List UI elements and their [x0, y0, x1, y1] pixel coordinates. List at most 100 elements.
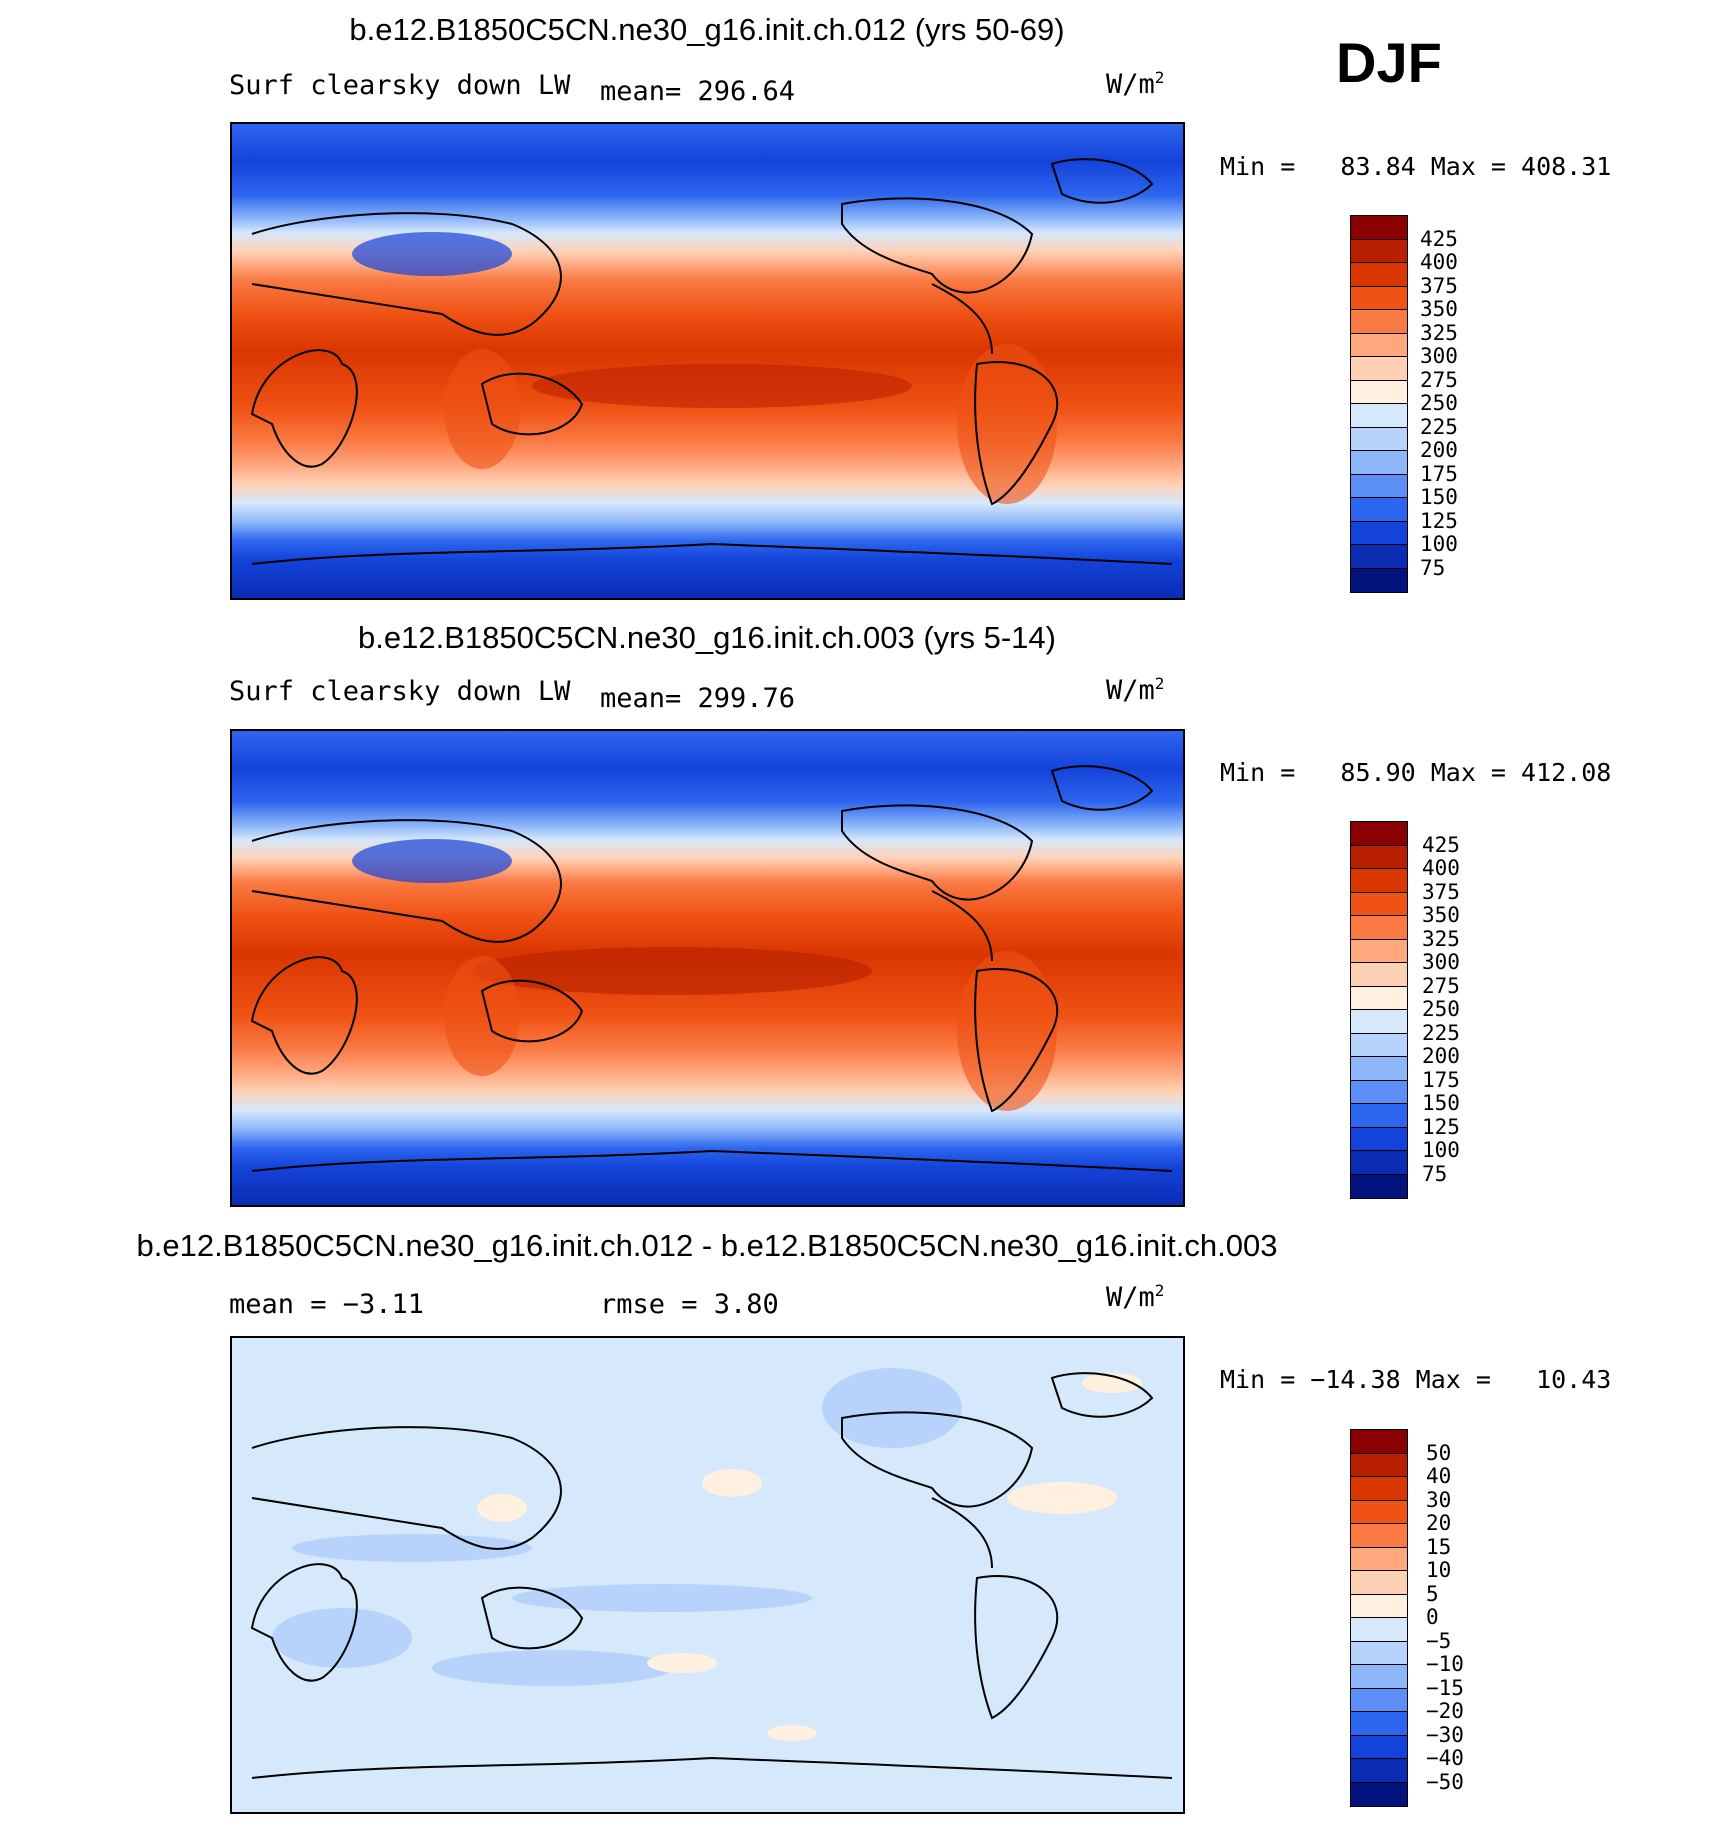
colorbar-swatch [1351, 1712, 1407, 1736]
panel1-minmax: Min = 83.84 Max = 408.31 [1220, 152, 1612, 181]
colorbar-swatch [1351, 1641, 1407, 1665]
colorbar-swatch [1351, 939, 1407, 963]
colorbar-swatch [1351, 986, 1407, 1010]
colorbar-swatch [1351, 1618, 1407, 1642]
panel2-variable: Surf clearsky down LW [229, 676, 571, 707]
colorbar-tick-label: 350 [1422, 903, 1460, 927]
panel1-mean: mean= 296.64 [600, 76, 796, 107]
colorbar-tick-label: 40 [1426, 1464, 1452, 1488]
colorbar-tick-label: 10 [1426, 1558, 1452, 1582]
colorbar-tick-label: 50 [1426, 1440, 1452, 1465]
colorbar-tick-label: 225 [1420, 414, 1458, 439]
panel1-units: W/m2 [1106, 68, 1165, 100]
colorbar-swatch [1351, 1057, 1407, 1081]
colorbar-swatch [1351, 1104, 1407, 1128]
colorbar-swatch [1351, 216, 1407, 240]
panel2-minmax: Min = 85.90 Max = 412.08 [1220, 758, 1612, 787]
colorbar-swatch [1351, 1547, 1407, 1571]
colorbar-tick-label: 375 [1422, 879, 1460, 904]
colorbar-swatch [1351, 1080, 1407, 1104]
colorbar-tick-label: 175 [1420, 461, 1458, 486]
colorbar-tick-label: −40 [1426, 1746, 1464, 1770]
colorbar-tick-label: 425 [1422, 832, 1460, 857]
colorbar-tick-label: −15 [1426, 1675, 1464, 1700]
colorbar-tick-label: 250 [1422, 997, 1460, 1021]
colorbar-swatch [1351, 1430, 1407, 1454]
colorbar-swatch [1351, 822, 1407, 846]
colorbar-tick-label: 125 [1422, 1114, 1460, 1139]
panel1-map-plot [232, 124, 1183, 598]
colorbar-tick-label: 100 [1420, 532, 1458, 556]
colorbar-swatch [1351, 498, 1407, 522]
colorbar-tick-label: 5 [1426, 1581, 1439, 1606]
colorbar-swatch [1351, 286, 1407, 310]
colorbar-tick-label: 425 [1420, 226, 1458, 251]
colorbar-swatch [1351, 845, 1407, 869]
colorbar-tick-label: 275 [1420, 367, 1458, 392]
colorbar-swatch [1351, 869, 1407, 893]
colorbar-swatch [1351, 545, 1407, 569]
colorbar-swatch [1351, 521, 1407, 545]
panel2-units: W/m2 [1106, 674, 1165, 706]
colorbar-swatch [1351, 1010, 1407, 1034]
panel3-title: b.e12.B1850C5CN.ne30_g16.init.ch.012 - b… [136, 1228, 1278, 1263]
colorbar-swatch [1351, 1782, 1407, 1806]
colorbar-tick-label: 15 [1426, 1534, 1452, 1559]
colorbar-tick-label: 20 [1426, 1511, 1452, 1535]
colorbar-tick-label: 400 [1420, 250, 1458, 274]
panel1-colorbar [1350, 215, 1408, 593]
panel3-map [230, 1336, 1185, 1814]
colorbar-tick-label: 175 [1422, 1067, 1460, 1092]
colorbar-tick-label: 100 [1422, 1138, 1460, 1162]
colorbar-swatch [1351, 963, 1407, 987]
panel2-colorbar [1350, 821, 1408, 1199]
panel3-minmax: Min = −14.38 Max = 10.43 [1220, 1365, 1612, 1394]
colorbar-swatch [1351, 380, 1407, 404]
panel2-mean: mean= 299.76 [600, 683, 796, 714]
colorbar-swatch [1351, 239, 1407, 263]
colorbar-swatch [1351, 1500, 1407, 1524]
colorbar-swatch [1351, 916, 1407, 940]
colorbar-swatch [1351, 427, 1407, 451]
colorbar-swatch [1351, 333, 1407, 357]
colorbar-swatch [1351, 1735, 1407, 1759]
colorbar-swatch [1351, 1477, 1407, 1501]
colorbar-swatch [1351, 892, 1407, 916]
colorbar-tick-label: 225 [1422, 1020, 1460, 1045]
colorbar-tick-label: 200 [1420, 438, 1458, 462]
colorbar-swatch [1351, 1151, 1407, 1175]
colorbar-swatch [1351, 1688, 1407, 1712]
colorbar-swatch [1351, 568, 1407, 592]
colorbar-tick-label: 400 [1422, 856, 1460, 880]
panel1-variable: Surf clearsky down LW [229, 70, 571, 101]
colorbar-tick-label: 200 [1422, 1044, 1460, 1068]
colorbar-swatch [1351, 1665, 1407, 1689]
panel3-units: W/m2 [1106, 1281, 1165, 1313]
colorbar-tick-label: −5 [1426, 1628, 1452, 1653]
panel1-map [230, 122, 1185, 600]
colorbar-swatch [1351, 404, 1407, 428]
colorbar-tick-label: −30 [1426, 1722, 1464, 1747]
panel3-mean: mean = −3.11 [229, 1289, 425, 1320]
panel2-map-plot [232, 731, 1183, 1205]
colorbar-swatch [1351, 451, 1407, 475]
colorbar-tick-label: 30 [1426, 1487, 1452, 1512]
colorbar-tick-label: 150 [1420, 485, 1458, 509]
panel1-title: b.e12.B1850C5CN.ne30_g16.init.ch.012 (yr… [349, 12, 1065, 47]
colorbar-tick-label: 150 [1422, 1091, 1460, 1115]
colorbar-tick-label: −10 [1426, 1652, 1464, 1676]
colorbar-swatch [1351, 310, 1407, 334]
colorbar-tick-label: 375 [1420, 273, 1458, 298]
colorbar-swatch [1351, 263, 1407, 287]
colorbar-tick-label: 325 [1420, 320, 1458, 345]
colorbar-swatch [1351, 1453, 1407, 1477]
colorbar-swatch [1351, 1571, 1407, 1595]
colorbar-tick-label: 75 [1420, 555, 1446, 580]
colorbar-swatch [1351, 1127, 1407, 1151]
panel3-map-plot [232, 1338, 1183, 1812]
colorbar-tick-label: 275 [1422, 973, 1460, 998]
colorbar-swatch [1351, 1759, 1407, 1783]
colorbar-tick-label: 350 [1420, 297, 1458, 321]
panel3-colorbar [1350, 1429, 1408, 1807]
colorbar-swatch [1351, 1524, 1407, 1548]
